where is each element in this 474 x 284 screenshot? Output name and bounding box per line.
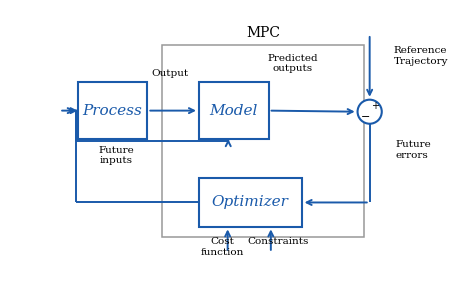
FancyBboxPatch shape [199,82,269,139]
Text: Cost
function: Cost function [201,237,245,257]
Text: +: + [371,101,379,111]
Text: MPC: MPC [246,26,280,39]
Text: Optimizer: Optimizer [212,195,289,210]
Text: Future
errors: Future errors [395,140,431,160]
FancyBboxPatch shape [78,82,147,139]
FancyBboxPatch shape [199,178,301,227]
Text: −: − [361,112,371,122]
Text: Model: Model [210,104,258,118]
Text: Output: Output [151,69,188,78]
Text: Constraints: Constraints [247,237,309,247]
Text: Future
inputs: Future inputs [98,146,134,165]
Text: Reference
Trajectory: Reference Trajectory [393,46,448,66]
Ellipse shape [357,100,382,124]
Text: Process: Process [82,104,143,118]
Text: Predicted
outputs: Predicted outputs [267,54,318,74]
